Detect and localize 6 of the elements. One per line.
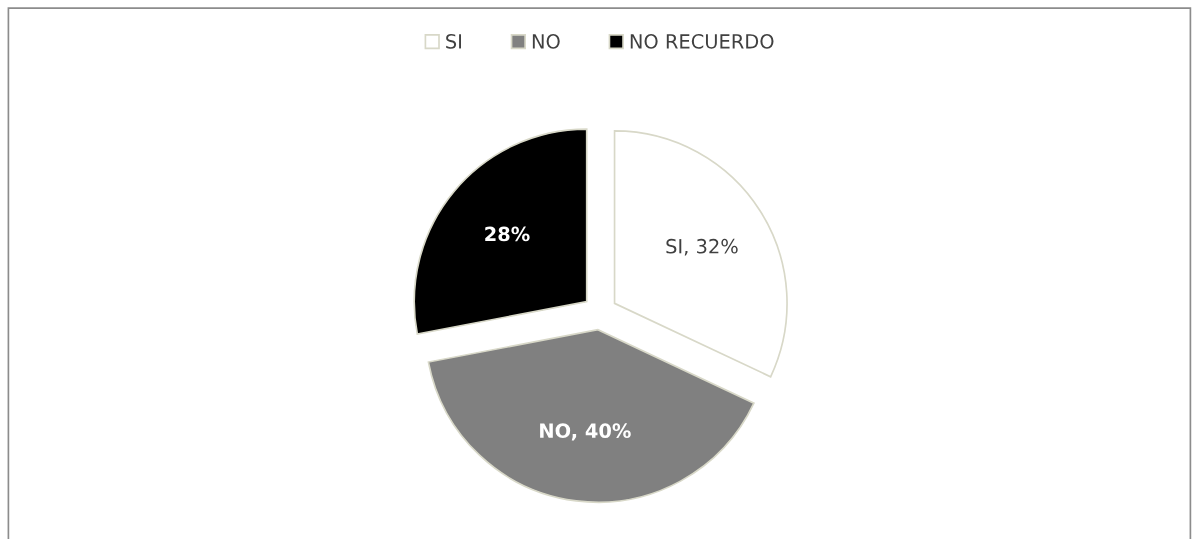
data-label: NO, 40% [540,423,631,441]
legend-label: NO [532,34,560,49]
data-label: SI, 32% [666,238,738,256]
data-label: 28% [485,226,530,242]
legend-label: NO RECUERDO [630,34,774,49]
legend-label: SI [446,34,462,49]
